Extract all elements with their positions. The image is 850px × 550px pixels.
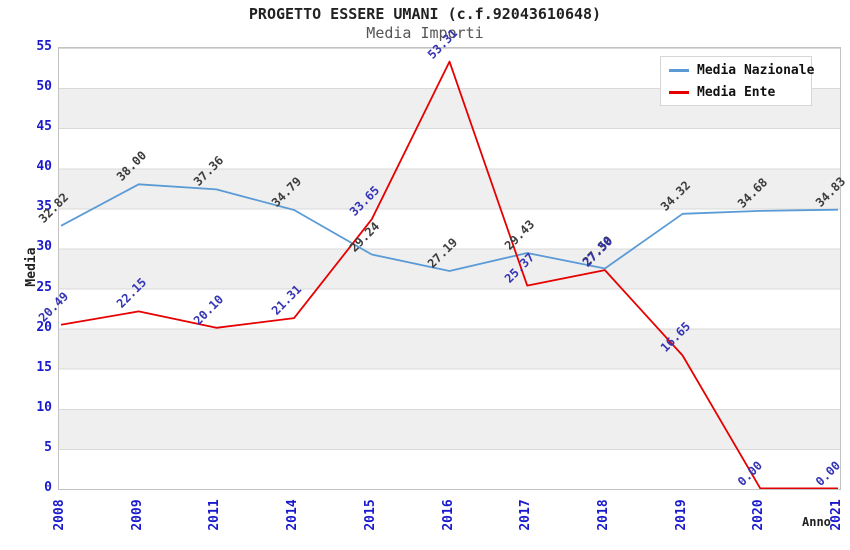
x-tick-label: 2017 [518,499,534,531]
x-tick-label: 2014 [285,499,301,531]
legend-label: Media Nazionale [697,62,815,78]
legend-label: Media Ente [697,84,776,100]
x-tick-label: 2021 [829,499,844,531]
legend-item-media-ente: Media Ente [669,84,803,100]
series-line-media-nazionale [60,183,839,272]
legend-item-media-nazionale: Media Nazionale [669,62,814,78]
line-chart-svg [60,60,839,489]
y-tick-label: 10 [36,399,52,415]
y-tick-label: 50 [36,79,52,95]
x-tick-label: 2020 [751,499,767,531]
plot-area [58,47,841,490]
y-tick-label: 55 [36,39,52,54]
x-tick-label: 2018 [595,499,611,531]
y-tick-label: 35 [36,199,52,215]
x-axis-title: Anno [802,515,831,529]
x-tick-label: 2009 [129,499,145,531]
legend-line-swatch-blue [669,68,689,72]
legend: Media Nazionale Media Ente [660,56,814,106]
y-tick-label: 15 [36,359,52,375]
legend-line-swatch-red [669,90,689,94]
x-tick-label: 2011 [207,499,223,531]
y-tick-label: 30 [36,239,52,255]
y-tick-label: 20 [36,319,52,335]
y-tick-label: 5 [44,439,52,455]
chart-title: PROGETTO ESSERE UMANI (c.f.92043610648) [248,5,602,23]
x-tick-label: 2008 [52,499,67,531]
x-tick-label: 2015 [362,499,378,531]
x-tick-label: 2016 [440,499,456,531]
y-tick-label: 40 [36,159,52,175]
series-line-media-ente [60,60,838,489]
chart-subtitle: Media Importi [366,24,484,42]
y-tick-label: 0 [44,480,52,495]
x-tick-label: 2019 [673,499,689,531]
y-tick-label: 45 [36,119,52,135]
y-tick-label: 25 [36,279,52,295]
